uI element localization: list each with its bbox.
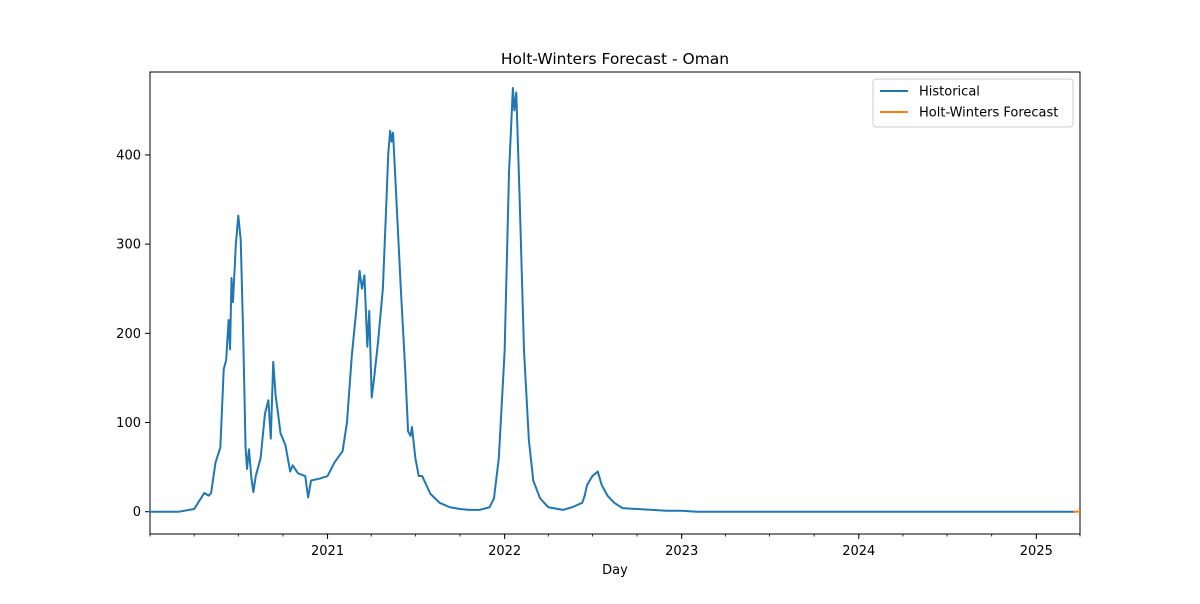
- x-axis-label: Day: [602, 563, 628, 578]
- x-tick-label: 2021: [311, 544, 344, 559]
- legend-box: [872, 78, 1074, 128]
- x-axis: 2021 2022 2023 2024 2025: [149, 534, 1081, 559]
- x-tick-label: 2025: [1020, 544, 1053, 559]
- y-tick-label: 0: [133, 505, 141, 520]
- chart-title: Holt-Winters Forecast - Oman: [501, 50, 729, 68]
- plot-area: [149, 71, 1081, 535]
- x-tick-label: 2024: [842, 544, 875, 559]
- y-tick-label: 300: [116, 238, 141, 253]
- series-layer: [149, 87, 1081, 513]
- y-tick-label: 100: [116, 416, 141, 431]
- series-line-historical: [149, 87, 1076, 513]
- plot-frame: [149, 71, 1081, 535]
- legend-label: Holt-Winters Forecast: [919, 106, 1058, 121]
- x-tick-label: 2023: [665, 544, 698, 559]
- legend-label: Historical: [919, 85, 980, 100]
- legend: Historical Holt-Winters Forecast: [872, 78, 1074, 128]
- y-tick-label: 200: [116, 327, 141, 342]
- y-axis: 0 100 200 300 400: [116, 148, 150, 520]
- y-tick-label: 400: [116, 148, 141, 163]
- x-tick-label: 2022: [488, 544, 521, 559]
